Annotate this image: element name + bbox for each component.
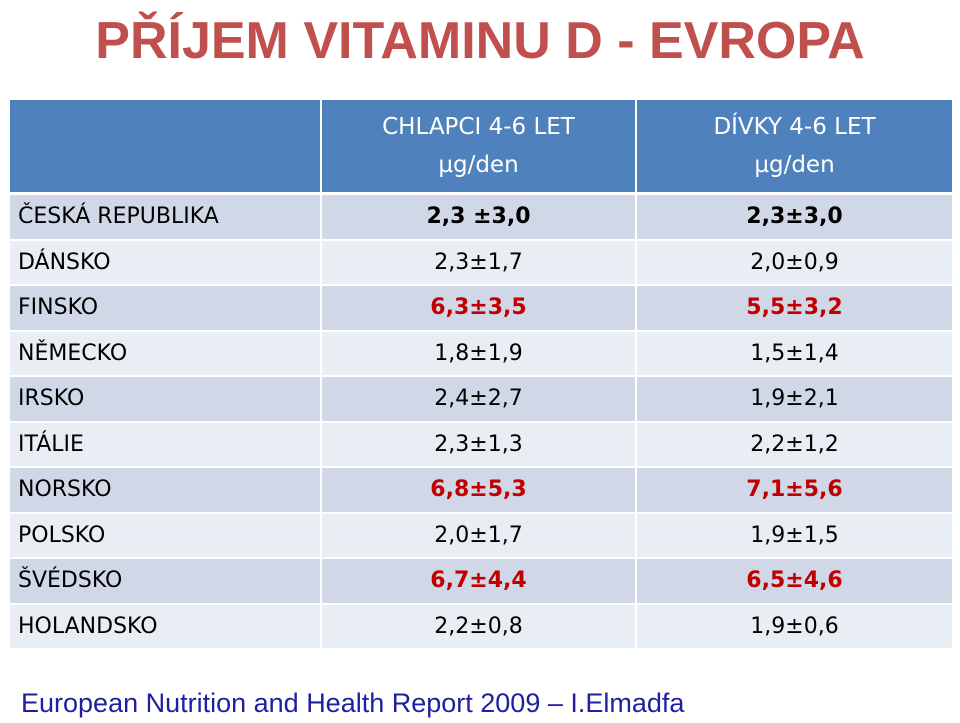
girls-value-cell: 7,1±5,6: [637, 468, 952, 514]
boys-value-cell: 6,8±5,3: [322, 468, 637, 514]
boys-value-cell: 2,3±1,7: [322, 240, 637, 286]
boys-value-cell: 1,8±1,9: [322, 331, 637, 377]
header-boys-unit: µg/den: [438, 152, 519, 178]
table-row: HOLANDSKO 2,2±0,8 1,9±0,6: [10, 604, 952, 650]
girls-value-cell: 5,5±3,2: [637, 286, 952, 332]
boys-value-cell: 6,7±4,4: [322, 559, 637, 605]
girls-value-cell: 1,9±1,5: [637, 513, 952, 559]
table-row: NORSKO 6,8±5,3 7,1±5,6: [10, 468, 952, 514]
header-girls-unit: µg/den: [754, 152, 835, 178]
header-boys-label: CHLAPCI 4-6 LET: [382, 114, 575, 140]
boys-value-cell: 2,4±2,7: [322, 377, 637, 423]
table-row: ŠVÉDSKO 6,7±4,4 6,5±4,6: [10, 559, 952, 605]
girls-value-cell: 2,3±3,0: [637, 195, 952, 241]
table-row: ČESKÁ REPUBLIKA 2,3 ±3,0 2,3±3,0: [10, 195, 952, 241]
table-body: ČESKÁ REPUBLIKA 2,3 ±3,0 2,3±3,0 DÁNSKO 2,3±…: [10, 195, 952, 650]
source-citation: European Nutrition and Health Report 200…: [21, 688, 685, 718]
header-girls-label: DÍVKY 4-6 LET: [713, 114, 876, 140]
girls-value-cell: 2,2±1,2: [637, 422, 952, 468]
girls-value-cell: 2,0±0,9: [637, 240, 952, 286]
header-corner-cell: [10, 100, 322, 195]
boys-value-cell: 2,3 ±3,0: [322, 195, 637, 241]
country-cell: POLSKO: [10, 513, 322, 559]
table-row: ITÁLIE 2,3±1,3 2,2±1,2: [10, 422, 952, 468]
boys-value-cell: 2,2±0,8: [322, 604, 637, 650]
country-cell: HOLANDSKO: [10, 604, 322, 650]
header-boys-column: CHLAPCI 4-6 LET µg/den: [322, 100, 637, 195]
table-row: DÁNSKO 2,3±1,7 2,0±0,9: [10, 240, 952, 286]
country-cell: ITÁLIE: [10, 422, 322, 468]
boys-value-cell: 2,0±1,7: [322, 513, 637, 559]
girls-value-cell: 1,9±2,1: [637, 377, 952, 423]
country-cell: ŠVÉDSKO: [10, 559, 322, 605]
girls-value-cell: 1,5±1,4: [637, 331, 952, 377]
boys-value-cell: 6,3±3,5: [322, 286, 637, 332]
girls-value-cell: 1,9±0,6: [637, 604, 952, 650]
table-row: IRSKO 2,4±2,7 1,9±2,1: [10, 377, 952, 423]
girls-value-cell: 6,5±4,6: [637, 559, 952, 605]
country-cell: FINSKO: [10, 286, 322, 332]
country-cell: NORSKO: [10, 468, 322, 514]
table-row: NĚMECKO 1,8±1,9 1,5±1,4: [10, 331, 952, 377]
country-cell: NĚMECKO: [10, 331, 322, 377]
boys-value-cell: 2,3±1,3: [322, 422, 637, 468]
country-cell: ČESKÁ REPUBLIKA: [10, 195, 322, 241]
country-cell: DÁNSKO: [10, 240, 322, 286]
slide-title: PŘÍJEM VITAMINU D - EVROPA: [95, 12, 865, 70]
table-row: POLSKO 2,0±1,7 1,9±1,5: [10, 513, 952, 559]
header-girls-column: DÍVKY 4-6 LET µg/den: [637, 100, 952, 195]
vitamin-d-intake-table: CHLAPCI 4-6 LET µg/den DÍVKY 4-6 LET µg/…: [10, 100, 952, 650]
table-row: FINSKO 6,3±3,5 5,5±3,2: [10, 286, 952, 332]
table-header-row: CHLAPCI 4-6 LET µg/den DÍVKY 4-6 LET µg/…: [10, 100, 952, 195]
country-cell: IRSKO: [10, 377, 322, 423]
